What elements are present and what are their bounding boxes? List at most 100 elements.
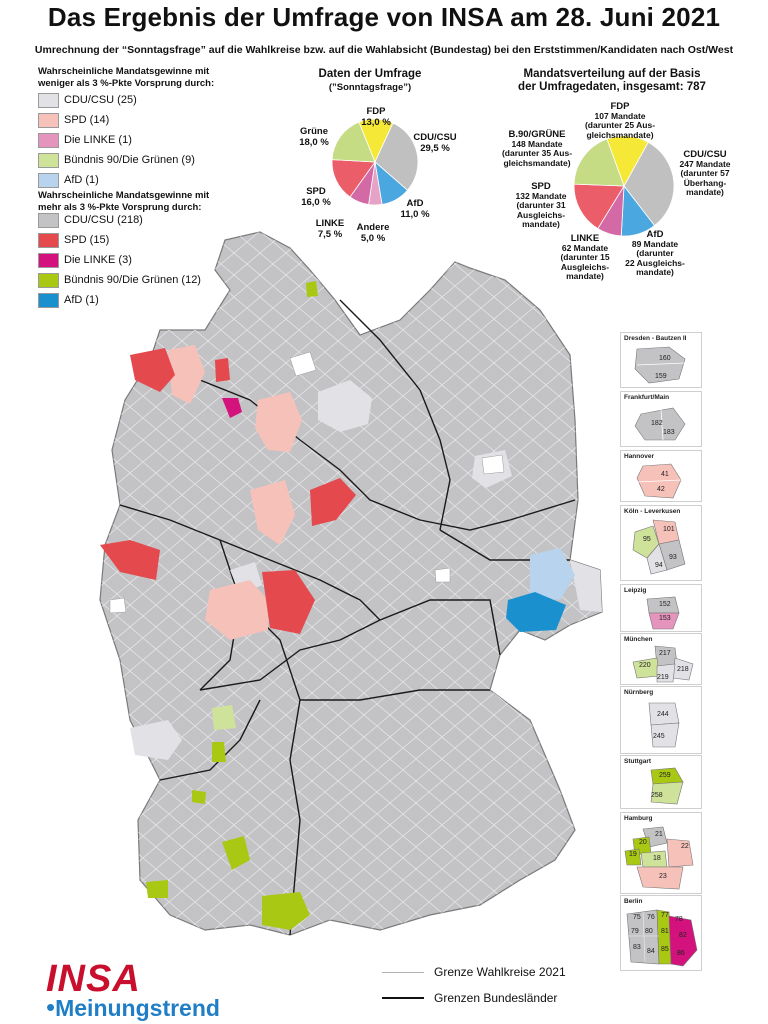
inset-number: 85 (661, 946, 669, 953)
inset-number: 22 (681, 843, 689, 850)
legend-label: CDU/CSU (25) (64, 94, 137, 106)
legend-strong-item: Bündnis 90/Die Grünen (12) (38, 272, 201, 288)
inset-number: 79 (631, 928, 639, 935)
legend-weak-item: CDU/CSU (25) (38, 92, 137, 108)
legend-label: SPD (15) (64, 234, 110, 246)
inset-map (646, 596, 680, 630)
legend-wahlkreise: Grenze Wahlkreise 2021 (382, 964, 566, 980)
inset-title: Stuttgart (624, 758, 652, 765)
inset-map (626, 909, 698, 967)
seats-label-cdu: CDU/CSU 247 Mandate (darunter 57 Überhang-m… (679, 149, 731, 198)
inset-number: 217 (659, 650, 671, 657)
inset-number: 94 (655, 562, 663, 569)
inset-number: 84 (647, 948, 655, 955)
inset-number: 82 (679, 932, 687, 939)
legend-swatch (38, 252, 59, 268)
legend-strong-item: SPD (15) (38, 232, 109, 248)
region-gruene-strong (146, 281, 318, 930)
logo-insa: INSA (46, 958, 141, 1000)
legend-strong-heading-line2: mehr als 3 %-Pkte Vorsprung durch: (38, 202, 202, 213)
inset-number: 77 (661, 912, 669, 919)
region-afd-weak (530, 548, 575, 600)
legend-weak-item: Die LINKE (1) (38, 132, 132, 148)
poll-title-line1: Daten der Umfrage (318, 68, 422, 80)
seats-pie-chart (573, 135, 675, 237)
germany-outline (99, 231, 603, 936)
inset-title: Leipzig (624, 587, 647, 594)
legend-label: AfD (1) (64, 174, 99, 186)
legend-swatch (38, 292, 59, 308)
inset-map (648, 702, 680, 748)
seats-label-afd: AfD 89 Mandate (darunter 22 Ausgleichs-mand… (625, 229, 685, 278)
inset-number: 259 (659, 772, 671, 779)
logo-meinungstrend-text: Meinungstrend (55, 995, 220, 1021)
poll-title: Daten der Umfrage (”Sonntagsfrage”) (290, 68, 450, 94)
seats-label-fdp: FDP 107 Mandate (darunter 25 Aus-gleichsma… (584, 101, 656, 140)
legend-swatch (38, 152, 59, 168)
inset-number: 220 (639, 662, 651, 669)
inset-berlin: Berlin 75 76 77 78 79 80 81 82 83 84 85 … (620, 895, 702, 971)
region-linke-strong (222, 398, 242, 418)
poll-label-cdu: CDU/CSU 29,5 % (413, 132, 457, 154)
legend-weak-heading-line2: weniger als 3 %-Pkte Vorsprung durch: (38, 78, 215, 89)
legend-label: Die LINKE (3) (64, 254, 132, 266)
inset-number: 95 (643, 536, 651, 543)
legend-label: CDU/CSU (218) (64, 214, 143, 226)
inset-koeln: Köln - Leverkusen 101 95 93 94 (620, 505, 702, 581)
poll-pie-chart (331, 118, 419, 206)
inset-number: 245 (653, 733, 665, 740)
inset-number: 80 (645, 928, 653, 935)
inset-muenchen: München 217 220 218 219 (620, 633, 702, 685)
legend-laender-label: Grenzen Bundesländer (434, 991, 558, 1005)
poll-label-gruene: Grüne 18,0 % (299, 126, 329, 148)
legend-wahlkreise-label: Grenze Wahlkreise 2021 (434, 965, 566, 979)
inset-number: 101 (663, 526, 675, 533)
seats-slice-b-90-grüne (573, 138, 625, 187)
inset-number: 258 (651, 792, 663, 799)
inset-number: 19 (629, 851, 637, 858)
legend-swatch (38, 172, 59, 188)
poll-slice-grüne (331, 121, 376, 163)
inset-number: 218 (677, 666, 689, 673)
inset-map (634, 407, 686, 441)
inset-number: 78 (675, 916, 683, 923)
inset-title: Hamburg (624, 815, 653, 822)
legend-weak-item: SPD (14) (38, 112, 109, 128)
legend-strong-item: AfD (1) (38, 292, 99, 308)
region-spd-strong (100, 348, 356, 634)
inset-number: 219 (657, 674, 669, 681)
legend-strong-item: CDU/CSU (218) (38, 212, 143, 228)
logo-bullet-icon: • (46, 992, 56, 1022)
poll-label-fdp: FDP 13,0 % (361, 106, 391, 128)
inset-number: 42 (657, 486, 665, 493)
inset-title: Berlin (624, 898, 643, 905)
legend-weak-item: AfD (1) (38, 172, 99, 188)
seats-slice-cdu-csu (623, 141, 675, 227)
inset-title: Hannover (624, 453, 654, 460)
inset-stuttgart: Stuttgart 259 258 (620, 755, 702, 809)
inset-number: 244 (657, 711, 669, 718)
legend-swatch (38, 112, 59, 128)
legend-swatch (38, 132, 59, 148)
inset-number: 153 (659, 615, 671, 622)
inset-number: 183 (663, 429, 675, 436)
inset-hamburg: Hamburg 21 20 19 18 22 23 (620, 812, 702, 894)
inset-number: 18 (653, 855, 661, 862)
inset-number: 160 (659, 355, 671, 362)
inset-number: 76 (647, 914, 655, 921)
inset-number: 152 (659, 601, 671, 608)
inset-nuernberg: Nürnberg 244 245 (620, 686, 702, 754)
poll-slice-cdu-csu (374, 122, 419, 191)
legend-label: Bündnis 90/Die Grünen (12) (64, 274, 201, 286)
legend-label: AfD (1) (64, 294, 99, 306)
legend-strong-heading-line1: Wahrscheinliche Mandatsgewinne mit (38, 190, 210, 201)
inset-frankfurt: Frankfurt/Main 182 183 (620, 391, 702, 447)
inset-number: 93 (669, 554, 677, 561)
legend-laender: Grenzen Bundesländer (382, 990, 557, 1006)
legend-swatch (38, 232, 59, 248)
inset-number: 81 (661, 928, 669, 935)
inset-title: Nürnberg (624, 689, 654, 696)
inset-title: Frankfurt/Main (624, 394, 670, 401)
legend-label: Bündnis 90/Die Grünen (9) (64, 154, 195, 166)
